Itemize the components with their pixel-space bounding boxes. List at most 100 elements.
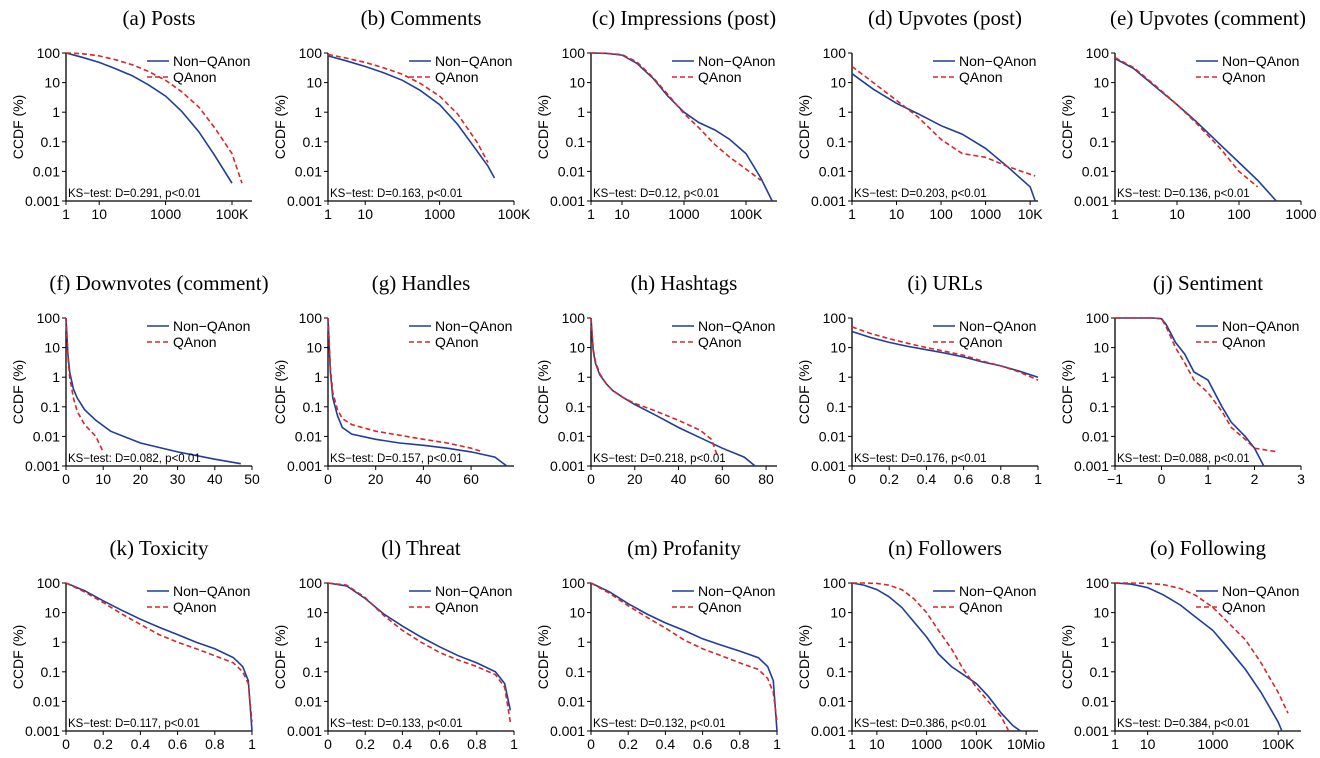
- x-tick-label: 20: [627, 471, 643, 487]
- legend-label: QAnon: [1222, 334, 1266, 350]
- y-tick-label: 1: [577, 634, 585, 650]
- y-tick-label: 0.1: [41, 134, 61, 150]
- y-tick-label: 0.1: [827, 134, 847, 150]
- y-tick-label: 0.1: [1090, 134, 1110, 150]
- x-tick-label: 1: [248, 736, 256, 752]
- y-tick-label: 0.001: [1074, 458, 1109, 474]
- x-tick-label: 1: [1204, 471, 1212, 487]
- y-tick-label: 10: [306, 605, 322, 621]
- chart-panel: (l) Threat 0.001 0.01 0.1 1 10 100 0 0.2 0.4 0.6 0.…: [272, 536, 518, 752]
- y-tick-label: 100: [823, 575, 847, 591]
- y-tick-label: 0.1: [566, 134, 586, 150]
- chart-title: (m) Profanity: [627, 536, 741, 560]
- legend-label: Non−QAnon: [435, 53, 512, 69]
- series-line-qanon: [851, 326, 1039, 381]
- x-tick-label: 10: [95, 471, 111, 487]
- y-axis-label: CCDF (%): [272, 95, 288, 160]
- y-tick-label: 10: [306, 340, 322, 356]
- chart-panel: (k) Toxicity 0.001 0.01 0.1 1 10 100 0 0.2 0.4 0.6…: [10, 536, 256, 752]
- series-line-nonqanon: [327, 317, 508, 467]
- x-tick-label: 1: [773, 736, 781, 752]
- legend-label: QAnon: [698, 599, 742, 615]
- series-line-nonqanon: [1115, 317, 1265, 467]
- y-tick-label: 0.001: [287, 458, 322, 474]
- y-tick-label: 0.1: [827, 664, 847, 680]
- x-tick-label: 60: [463, 471, 479, 487]
- y-tick-label: 100: [562, 45, 586, 61]
- y-tick-label: 1: [314, 369, 322, 385]
- y-axis-label: CCDF (%): [1059, 95, 1075, 160]
- y-tick-label: 10: [830, 605, 846, 621]
- y-tick-label: 0.01: [33, 163, 60, 179]
- series-line-qanon: [65, 52, 243, 184]
- legend-label: Non−QAnon: [173, 53, 250, 69]
- legend-label: QAnon: [959, 334, 1003, 350]
- x-tick-label: 1: [587, 206, 595, 222]
- series-line-qanon: [590, 52, 762, 181]
- y-tick-label: 1: [1101, 634, 1109, 650]
- x-tick-label: 0.8: [467, 736, 487, 752]
- chart-title: (n) Followers: [888, 536, 1002, 560]
- chart-title: (k) Toxicity: [109, 536, 209, 560]
- y-tick-label: 10: [44, 340, 60, 356]
- y-tick-label: 0.1: [1090, 399, 1110, 415]
- y-tick-label: 0.01: [1082, 163, 1109, 179]
- x-tick-label: 1: [1111, 206, 1119, 222]
- chart-title: (a) Posts: [123, 6, 196, 30]
- legend-label: QAnon: [173, 69, 217, 85]
- y-tick-label: 1: [577, 369, 585, 385]
- legend-label: Non−QAnon: [435, 318, 512, 334]
- ks-annotation: KS−test: D=0.384, p<0.01: [1117, 718, 1250, 730]
- x-tick-label: 1000: [668, 206, 699, 222]
- chart-title: (h) Hashtags: [631, 271, 738, 295]
- series-line-nonqanon: [590, 52, 773, 202]
- legend-label: QAnon: [173, 334, 217, 350]
- y-tick-label: 0.001: [287, 193, 322, 209]
- chart-panel: (e) Upvotes (comment) 0.001 0.01 0.1 1 10 100 1…: [1059, 6, 1317, 222]
- series-line-nonqanon: [327, 55, 496, 179]
- y-tick-label: 1: [52, 369, 60, 385]
- chart-title: (g) Handles: [372, 271, 471, 295]
- y-tick-label: 0.001: [25, 458, 60, 474]
- y-tick-label: 0.01: [819, 163, 846, 179]
- x-tick-label: 50: [244, 471, 260, 487]
- y-tick-label: 100: [37, 575, 61, 591]
- x-tick-label: 0.2: [93, 736, 113, 752]
- x-tick-label: 2: [1251, 471, 1259, 487]
- y-tick-label: 10: [1093, 75, 1109, 91]
- chart-title: (c) Impressions (post): [592, 6, 776, 30]
- x-tick-label: 1: [62, 206, 70, 222]
- x-tick-label: 10: [357, 206, 373, 222]
- x-tick-label: 0.6: [168, 736, 188, 752]
- y-tick-label: 0.01: [819, 428, 846, 444]
- chart-panel: (b) Comments 0.001 0.01 0.1 1 10 100 1 10 1000 100…: [272, 6, 531, 222]
- chart-title: (f) Downvotes (comment): [49, 271, 268, 295]
- series-line-qanon: [590, 317, 719, 458]
- series-line-qanon: [327, 582, 512, 723]
- y-axis-label: CCDF (%): [1059, 625, 1075, 690]
- y-tick-label: 0.01: [33, 428, 60, 444]
- x-tick-label: 0.4: [131, 736, 151, 752]
- legend-label: QAnon: [698, 69, 742, 85]
- y-axis-label: CCDF (%): [796, 360, 812, 425]
- x-tick-label: 1000: [424, 206, 455, 222]
- y-tick-label: 100: [823, 310, 847, 326]
- series-line-nonqanon: [851, 73, 1036, 202]
- y-tick-label: 0.001: [811, 458, 846, 474]
- ks-annotation: KS−test: D=0.088, p<0.01: [1117, 453, 1250, 465]
- legend-label: Non−QAnon: [959, 318, 1036, 334]
- x-tick-label: 10: [1140, 736, 1156, 752]
- ks-annotation: KS−test: D=0.117, p<0.01: [68, 718, 200, 730]
- series-line-nonqanon: [590, 582, 778, 732]
- x-tick-label: 0.4: [917, 471, 937, 487]
- y-tick-label: 100: [1086, 45, 1110, 61]
- chart-title: (d) Upvotes (post): [868, 6, 1022, 30]
- chart-panel: (i) URLs 0.001 0.01 0.1 1 10 100 0 0.2 0.4 0.6 0.8 1…: [796, 271, 1042, 487]
- x-tick-label: 30: [170, 471, 186, 487]
- ks-annotation: KS−test: D=0.386, p<0.01: [854, 718, 987, 730]
- x-tick-label: −1: [1107, 471, 1123, 487]
- y-tick-label: 10: [569, 605, 585, 621]
- legend-label: Non−QAnon: [698, 583, 775, 599]
- chart-panel: (g) Handles 0.001 0.01 0.1 1 10 100 0 20 40 60 CCDF…: [272, 271, 514, 487]
- y-axis-label: CCDF (%): [535, 95, 551, 160]
